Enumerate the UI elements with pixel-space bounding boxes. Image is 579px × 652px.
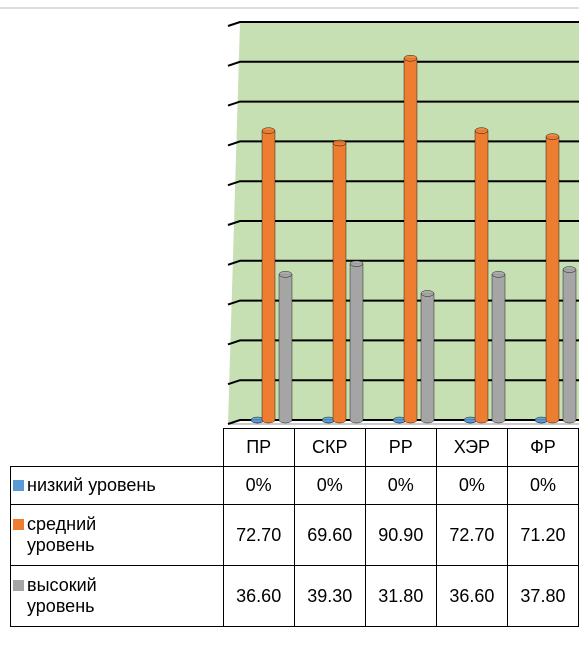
legend-swatch (13, 519, 24, 530)
bar-top (562, 266, 577, 273)
legend-label: средний уровень (27, 514, 97, 555)
grid-line (227, 60, 579, 67)
grid-line (227, 259, 579, 266)
bar (278, 271, 293, 424)
value-label: 0% (222, 466, 295, 505)
bar (250, 416, 265, 424)
legend-swatch (13, 480, 24, 491)
data-table: ПР СКР РР ХЭР ФР низкий уровень 0% 0% 0% 0% 0% сред… (10, 428, 579, 627)
value-label: 39.30 (293, 565, 366, 627)
category-label: СКР (293, 428, 366, 467)
bar (261, 127, 276, 424)
value-label: 36.60 (222, 565, 295, 627)
series-row: высокий уровень 36.60 39.30 31.80 36.60 37.80 (10, 565, 579, 627)
bar-top (491, 271, 506, 278)
value-label: 72.70 (435, 504, 508, 566)
grid-line (227, 140, 579, 147)
grid-line (227, 339, 579, 346)
legend-label: высокий уровень (27, 575, 97, 616)
bar-body (278, 274, 293, 424)
bar-body (403, 58, 418, 424)
legend-cell: низкий уровень (10, 466, 224, 505)
bar-top (545, 133, 560, 140)
plot-area (228, 22, 579, 424)
bar (332, 139, 347, 424)
bar (349, 260, 364, 424)
legend-label: низкий уровень (27, 475, 156, 495)
value-label: 0% (293, 466, 366, 505)
value-label: 31.80 (364, 565, 437, 627)
value-label: 37.80 (506, 565, 579, 627)
value-label: 0% (435, 466, 508, 505)
value-label: 0% (364, 466, 437, 505)
legend-cell: высокий уровень (10, 565, 224, 627)
bar-top (261, 127, 276, 134)
category-label: ПР (222, 428, 295, 467)
value-label: 0% (506, 466, 579, 505)
bar (562, 266, 577, 424)
value-label: 71.20 (506, 504, 579, 566)
grid-line (227, 299, 579, 306)
bar-body (349, 263, 364, 424)
bar (403, 55, 418, 424)
bar-top (420, 290, 435, 297)
bar-body (261, 130, 276, 424)
value-label: 69.60 (293, 504, 366, 566)
grid-line (227, 379, 579, 386)
category-label: ХЭР (435, 428, 508, 467)
bar-top (474, 127, 489, 134)
value-label: 72.70 (222, 504, 295, 566)
bar (545, 133, 560, 424)
bar-top (332, 139, 347, 147)
bar-top (403, 55, 418, 62)
category-label: РР (364, 428, 437, 467)
bar-body (491, 274, 506, 424)
category-label: ФР (506, 428, 579, 467)
grid-line (227, 220, 579, 226)
bar-body (562, 269, 577, 424)
value-label: 36.60 (435, 565, 508, 627)
bar-body (545, 136, 560, 424)
bar-body (332, 142, 347, 424)
header-row: ПР СКР РР ХЭР ФР (11, 428, 579, 467)
legend-cell: средний уровень (10, 504, 224, 566)
bar-body (420, 293, 435, 424)
legend-swatch (13, 580, 24, 591)
grid-line (227, 100, 579, 107)
bar (420, 290, 435, 424)
bar (321, 416, 336, 424)
grid-line (227, 21, 579, 27)
series-row: низкий уровень 0% 0% 0% 0% 0% (10, 466, 579, 505)
grid-line (227, 180, 579, 187)
bar-top (349, 260, 364, 267)
bar-body (474, 130, 489, 424)
series-row: средний уровень 72.70 69.60 90.90 72.70 71.20 (10, 504, 579, 566)
value-label: 90.90 (364, 504, 437, 566)
bar (491, 271, 506, 424)
blank-cell (11, 429, 224, 467)
bar (474, 127, 489, 424)
bar-top (278, 271, 293, 278)
